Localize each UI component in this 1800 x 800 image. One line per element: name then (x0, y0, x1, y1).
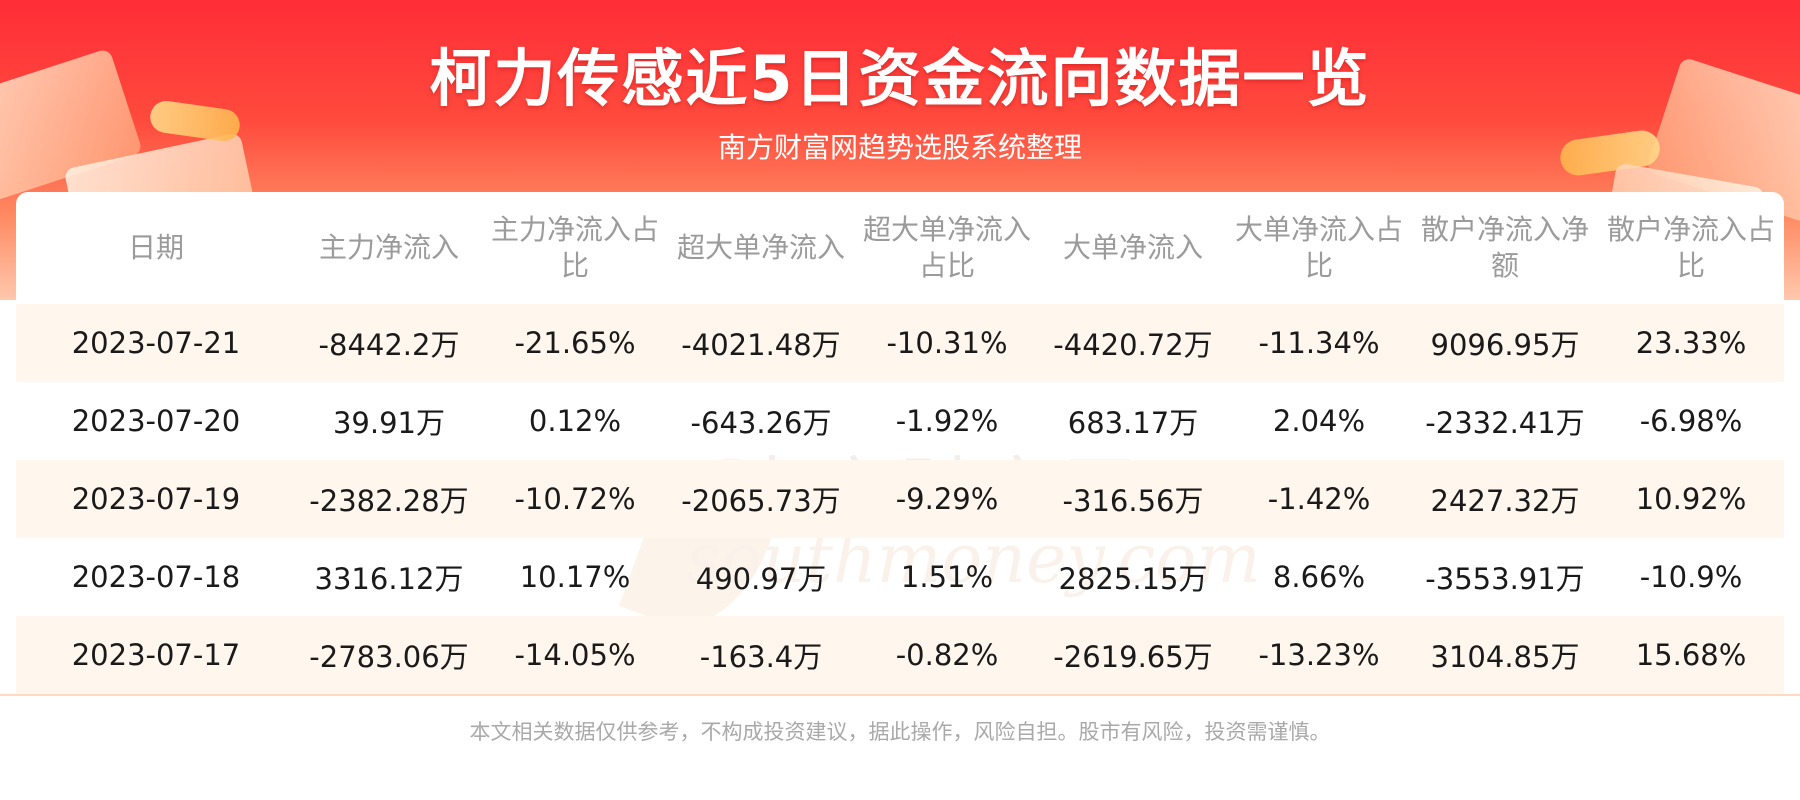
column-header-superlarge-inflow: 超大单净流入 (676, 231, 845, 264)
cell-retail-ratio: -10.9% (1639, 560, 1743, 594)
column-header-large-ratio: 大单净流入占比 (1234, 213, 1403, 282)
cell-date: 2023-07-18 (71, 560, 241, 594)
cell-large-inflow: -2619.65万 (1053, 640, 1213, 674)
cell-main-inflow: 3316.12万 (314, 562, 464, 596)
cell-superlarge-ratio: 1.51% (900, 560, 994, 594)
cell-main-ratio: -10.72% (514, 482, 636, 516)
cell-large-ratio: -11.34% (1258, 326, 1380, 360)
column-header-large-inflow: 大单净流入 (1062, 231, 1203, 264)
cell-large-ratio: 8.66% (1272, 560, 1366, 594)
cell-superlarge-ratio: -10.31% (886, 326, 1008, 360)
cell-date: 2023-07-17 (71, 638, 241, 672)
cell-main-inflow: -2382.28万 (309, 484, 469, 518)
cell-superlarge-ratio: -1.92% (895, 404, 999, 438)
cell-superlarge-inflow: -163.4万 (699, 640, 823, 674)
column-header-retail-inflow: 散户净流入净额 (1420, 213, 1589, 282)
cell-main-ratio: 10.17% (519, 560, 631, 594)
cell-main-inflow: -8442.2万 (318, 328, 460, 362)
table-header: 日期 主力净流入 主力净流入占比 超大单净流入 超大单净流入占比 大单净流入 大… (16, 192, 1784, 304)
table-row: 2023-07-18 3316.12万 10.17% 490.97万 1.51%… (16, 538, 1784, 616)
cell-superlarge-ratio: -0.82% (895, 638, 999, 672)
table-row: 2023-07-21 -8442.2万 -21.65% -4021.48万 -1… (16, 304, 1784, 382)
cell-retail-inflow: 2427.32万 (1430, 484, 1580, 518)
cell-retail-inflow: -3553.91万 (1425, 562, 1585, 596)
cell-retail-ratio: -6.98% (1639, 404, 1743, 438)
cell-retail-ratio: 15.68% (1635, 638, 1747, 672)
cell-main-inflow: 39.91万 (332, 406, 446, 440)
disclaimer-text: 本文相关数据仅供参考，不构成投资建议，据此操作，风险自担。股市有风险，投资需谨慎… (469, 720, 1331, 744)
column-header-retail-ratio: 散户净流入占比 (1606, 213, 1775, 282)
cell-date: 2023-07-21 (71, 326, 241, 360)
table-row: 2023-07-19 -2382.28万 -10.72% -2065.73万 -… (16, 460, 1784, 538)
cell-large-inflow: 2825.15万 (1058, 562, 1208, 596)
cell-retail-inflow: -2332.41万 (1425, 406, 1585, 440)
cell-superlarge-inflow: -4021.48万 (681, 328, 841, 362)
cell-superlarge-inflow: -643.26万 (690, 406, 832, 440)
cell-date: 2023-07-20 (71, 404, 241, 438)
table-row: 2023-07-17 -2783.06万 -14.05% -163.4万 -0.… (16, 616, 1784, 694)
cell-superlarge-ratio: -9.29% (895, 482, 999, 516)
cell-main-ratio: -21.65% (514, 326, 636, 360)
column-header-main-ratio: 主力净流入占比 (490, 213, 659, 282)
cell-retail-inflow: 3104.85万 (1430, 640, 1580, 674)
cell-date: 2023-07-19 (71, 482, 241, 516)
cell-large-ratio: 2.04% (1272, 404, 1366, 438)
cell-large-inflow: 683.17万 (1067, 406, 1199, 440)
page-subtitle: 南方财富网趋势选股系统整理 (717, 131, 1082, 164)
cell-large-ratio: -1.42% (1267, 482, 1371, 516)
cell-large-inflow: -316.56万 (1062, 484, 1204, 518)
footer-divider (0, 694, 1800, 696)
cell-main-inflow: -2783.06万 (309, 640, 469, 674)
column-header-main-inflow: 主力净流入 (318, 231, 459, 264)
table-body: 2023-07-21 -8442.2万 -21.65% -4021.48万 -1… (16, 304, 1784, 694)
page-title: 柯力传感近5日资金流向数据一览 (429, 42, 1371, 115)
cell-large-inflow: -4420.72万 (1053, 328, 1213, 362)
column-header-date: 日期 (127, 231, 184, 264)
cell-superlarge-inflow: -2065.73万 (681, 484, 841, 518)
cell-large-ratio: -13.23% (1258, 638, 1380, 672)
cell-main-ratio: -14.05% (514, 638, 636, 672)
cell-main-ratio: 0.12% (528, 404, 622, 438)
data-table-card: 南方财富网 southmoney.com 日期 主力净流入 主力净流入占比 超大… (16, 192, 1784, 700)
table-row: 2023-07-20 39.91万 0.12% -643.26万 -1.92% … (16, 382, 1784, 460)
cell-retail-ratio: 23.33% (1635, 326, 1747, 360)
cell-retail-ratio: 10.92% (1635, 482, 1747, 516)
cell-retail-inflow: 9096.95万 (1430, 328, 1580, 362)
column-header-superlarge-ratio: 超大单净流入占比 (862, 213, 1031, 282)
cell-superlarge-inflow: 490.97万 (695, 562, 827, 596)
